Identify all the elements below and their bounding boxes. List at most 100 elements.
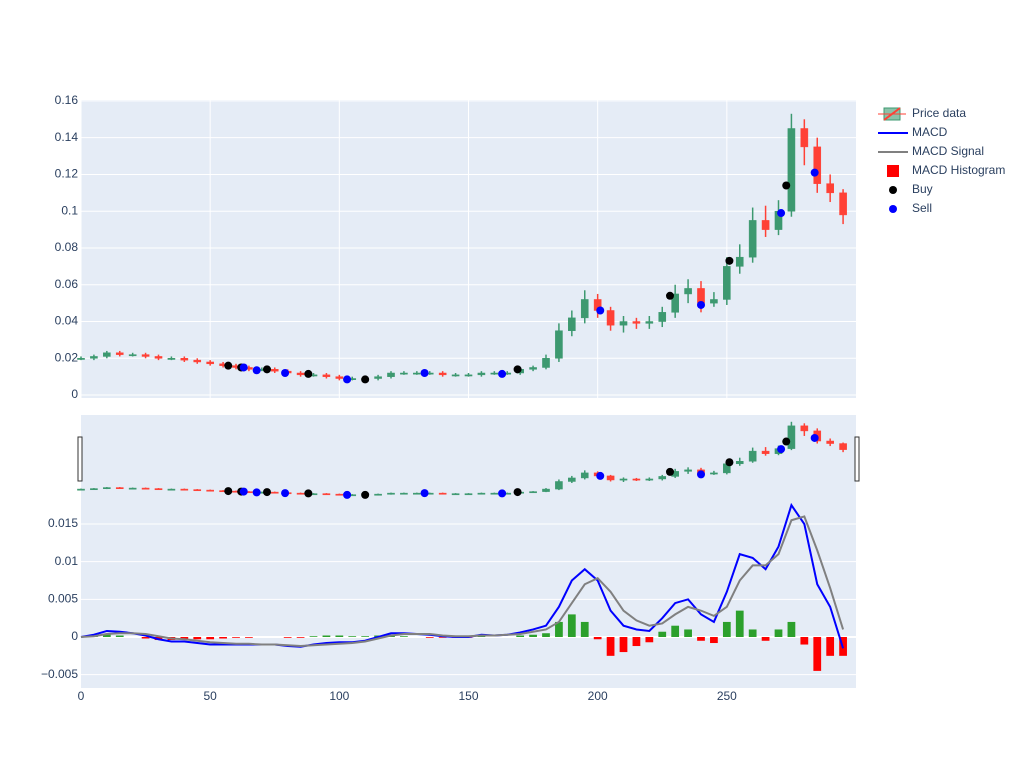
y-tick-label: 0.015 [48,516,78,530]
marker-buy [263,365,271,374]
histogram-bar [141,637,150,639]
histogram-bar [826,637,835,656]
candle-body [748,450,757,462]
y-tick-label: 0.06 [55,277,79,291]
histogram-bar [425,637,434,638]
histogram-bar [761,637,770,641]
candle-body [193,489,202,492]
candle-body [632,478,641,481]
histogram-bar [567,614,576,638]
y-tick-label: 0.01 [55,554,79,568]
x-tick-label: 50 [203,689,217,703]
candle-body [193,359,202,363]
candle-body [141,354,150,357]
histogram-bar [619,637,628,653]
candle-body [839,443,847,450]
candle-body [413,492,421,495]
candle-body [77,358,85,360]
candle-body [684,288,692,295]
legend-label: Sell [912,201,932,215]
candle-body [787,128,796,212]
histogram-bar [813,637,822,671]
legend-icon [887,165,899,177]
candle-body [477,372,486,376]
candle-body [580,472,589,479]
candle-body [387,492,395,495]
x-tick-label: 200 [588,689,608,703]
candle-body [335,493,344,496]
legend-icon [889,205,897,213]
range-handle[interactable] [77,436,83,482]
histogram-bar [232,637,240,638]
histogram-bar [735,610,744,638]
candle-body [206,489,214,492]
marker-sell [420,368,429,377]
candle-body [580,299,589,319]
marker-buy [513,365,522,374]
candle-body [671,293,679,313]
legend-label: Buy [912,182,933,196]
candle-body [387,372,395,377]
histogram-bar [335,635,344,638]
candle-body [296,492,305,495]
marker-buy [782,437,791,446]
candle-body [800,425,809,432]
candle-body [710,472,718,475]
histogram-bar [787,621,796,638]
candle-body [322,374,331,377]
candle-body [826,183,834,194]
histogram-bar [438,637,447,638]
histogram-bar [283,637,292,638]
candle-body [451,374,460,377]
histogram-bar [102,633,111,638]
x-tick-label: 100 [329,689,349,703]
legend: Price data MACD MACD Signal MACD Histogram B… [878,106,1005,215]
histogram-bar [322,635,331,638]
candle-body [103,352,111,357]
histogram-bar [800,637,809,645]
histogram-bar [606,637,615,656]
candle-body [128,354,137,357]
candle-body [645,321,654,324]
candle-body [555,481,563,490]
candle-body [206,361,214,365]
candle-body [748,220,757,258]
legend-label: MACD [912,125,948,139]
marker-sell [596,471,605,480]
candle-body [568,477,576,482]
histogram-bar [580,621,589,638]
marker-sell [239,487,248,496]
marker-sell [697,470,705,479]
marker-sell [810,433,819,442]
marker-sell [810,168,819,177]
candle-body [645,478,654,481]
legend-icon [889,186,897,194]
candle-body [451,493,460,496]
candle-body [761,450,770,454]
marker-sell [498,489,507,498]
candle-body [335,376,344,379]
range-handle[interactable] [854,436,860,482]
marker-sell [343,375,352,384]
candle-body [90,488,98,491]
marker-sell [777,445,786,454]
histogram-bar [658,631,667,638]
candle-body [128,487,137,490]
candle-body [839,192,847,216]
candle-body [723,266,731,300]
candle-body [115,487,124,490]
marker-sell [281,368,290,377]
marker-sell [343,490,352,499]
candle-body [464,374,473,377]
histogram-bar [180,637,189,640]
candle-body [77,488,85,491]
marker-sell [420,489,429,498]
y-tick-label: 0.08 [55,240,79,254]
candle-body [490,492,499,495]
candle-body [813,146,822,184]
candle-body [180,488,189,491]
histogram-bar [671,625,680,638]
histogram-bar [529,634,537,638]
candle-body [438,492,447,495]
candle-body [529,491,537,494]
